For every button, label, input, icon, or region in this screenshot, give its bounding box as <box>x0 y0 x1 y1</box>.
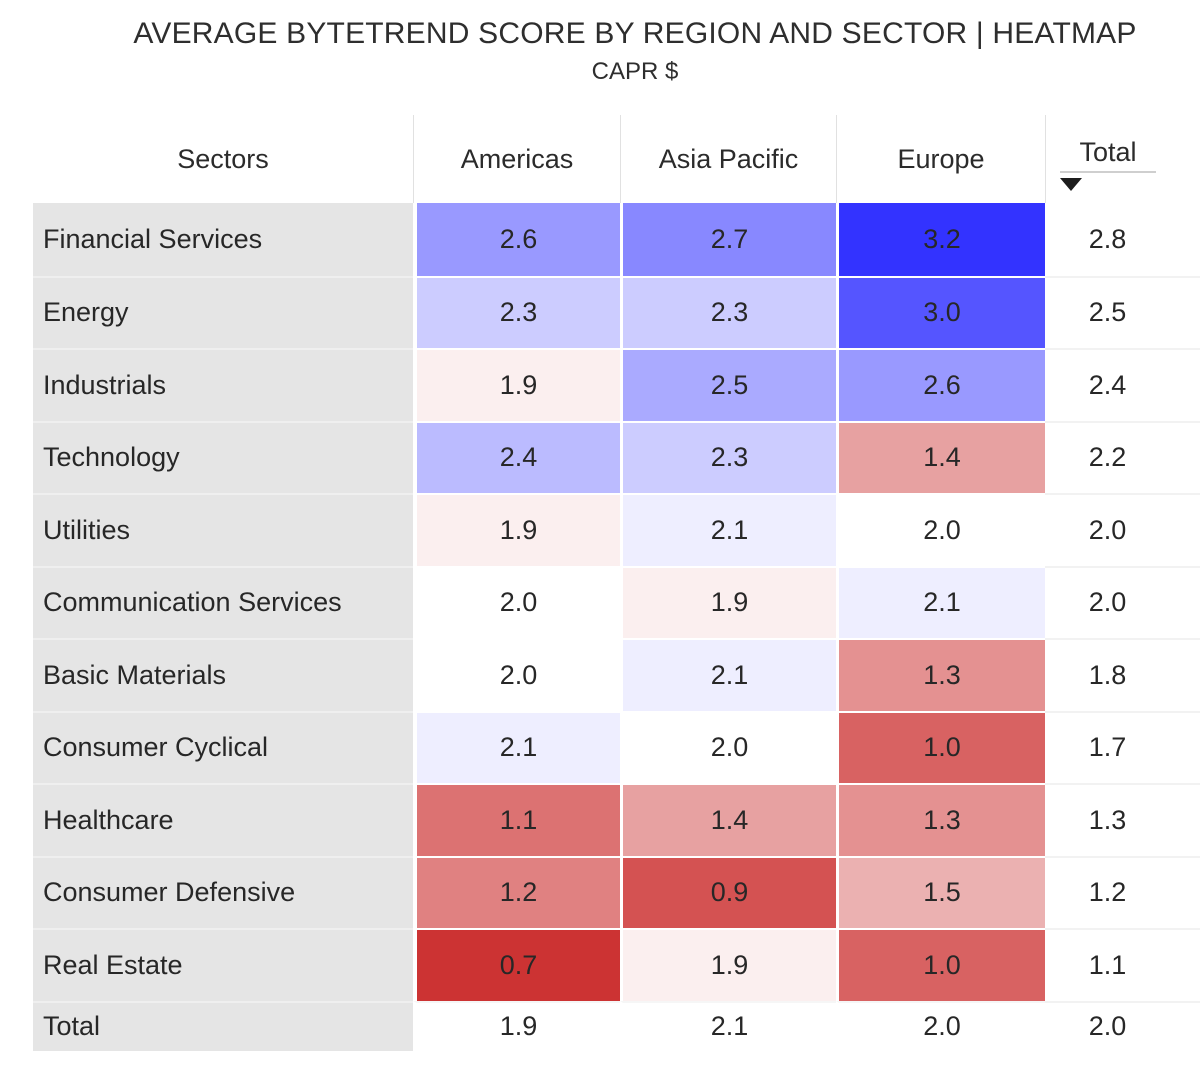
cell-europe-communication-services[interactable]: 2.1 <box>836 565 1045 638</box>
row-header-energy[interactable]: Energy <box>33 275 413 348</box>
row-header-consumer-defensive[interactable]: Consumer Defensive <box>33 855 413 928</box>
row-header-total[interactable]: Total <box>33 1000 413 1051</box>
cell-asia-pacific-technology[interactable]: 2.3 <box>620 420 836 493</box>
row-header-communication-services[interactable]: Communication Services <box>33 565 413 638</box>
row-header-healthcare[interactable]: Healthcare <box>33 783 413 856</box>
cell-asia-pacific-industrials[interactable]: 2.5 <box>620 348 836 421</box>
cell-europe-real-estate[interactable]: 1.0 <box>836 928 1045 1001</box>
row-header-financial-services[interactable]: Financial Services <box>33 203 413 276</box>
row-header-basic-materials[interactable]: Basic Materials <box>33 638 413 711</box>
chart-subtitle: CAPR $ <box>591 58 679 85</box>
chart-header: AVERAGE BYTETREND SCORE BY REGION AND SE… <box>0 0 1200 115</box>
cell-asia-pacific-communication-services[interactable]: 1.9 <box>620 565 836 638</box>
cell-grand-total[interactable]: 2.0 <box>1045 1000 1200 1051</box>
cell-total-basic-materials[interactable]: 1.8 <box>1045 638 1200 711</box>
row-header-utilities[interactable]: Utilities <box>33 493 413 566</box>
cell-americas-healthcare[interactable]: 1.1 <box>413 783 620 856</box>
heatmap-matrix: Sectors Americas Asia Pacific Europe Total Fi… <box>33 115 1200 1051</box>
column-header-total[interactable]: Total <box>1045 115 1200 203</box>
row-header-technology[interactable]: Technology <box>33 420 413 493</box>
cell-europe-technology[interactable]: 1.4 <box>836 420 1045 493</box>
cell-total-financial-services[interactable]: 2.8 <box>1045 203 1200 276</box>
cell-americas-utilities[interactable]: 1.9 <box>413 493 620 566</box>
cell-asia-pacific-total[interactable]: 2.1 <box>620 1000 836 1051</box>
cell-europe-consumer-defensive[interactable]: 1.5 <box>836 855 1045 928</box>
cell-europe-basic-materials[interactable]: 1.3 <box>836 638 1045 711</box>
cell-europe-energy[interactable]: 3.0 <box>836 275 1045 348</box>
cell-americas-basic-materials[interactable]: 2.0 <box>413 638 620 711</box>
cell-asia-pacific-consumer-defensive[interactable]: 0.9 <box>620 855 836 928</box>
cell-total-technology[interactable]: 2.2 <box>1045 420 1200 493</box>
total-header-inner: Total <box>1060 137 1156 191</box>
row-header-industrials[interactable]: Industrials <box>33 348 413 421</box>
row-header-real-estate[interactable]: Real Estate <box>33 928 413 1001</box>
cell-total-healthcare[interactable]: 1.3 <box>1045 783 1200 856</box>
column-header-sectors[interactable]: Sectors <box>177 143 269 174</box>
cell-americas-total[interactable]: 1.9 <box>413 1000 620 1051</box>
cell-americas-communication-services[interactable]: 2.0 <box>413 565 620 638</box>
cell-asia-pacific-real-estate[interactable]: 1.9 <box>620 928 836 1001</box>
row-header-consumer-cyclical[interactable]: Consumer Cyclical <box>33 710 413 783</box>
sort-column-underline <box>1060 171 1156 173</box>
cell-total-consumer-cyclical[interactable]: 1.7 <box>1045 710 1200 783</box>
cell-asia-pacific-energy[interactable]: 2.3 <box>620 275 836 348</box>
cell-asia-pacific-basic-materials[interactable]: 2.1 <box>620 638 836 711</box>
cell-europe-industrials[interactable]: 2.6 <box>836 348 1045 421</box>
cell-americas-real-estate[interactable]: 0.7 <box>413 928 620 1001</box>
column-header-asia-pacific[interactable]: Asia Pacific <box>620 115 836 203</box>
cell-americas-industrials[interactable]: 1.9 <box>413 348 620 421</box>
cell-europe-consumer-cyclical[interactable]: 1.0 <box>836 710 1045 783</box>
column-header-label: Total <box>1079 137 1137 167</box>
cell-americas-energy[interactable]: 2.3 <box>413 275 620 348</box>
cell-total-real-estate[interactable]: 1.1 <box>1045 928 1200 1001</box>
cell-americas-technology[interactable]: 2.4 <box>413 420 620 493</box>
cell-americas-consumer-defensive[interactable]: 1.2 <box>413 855 620 928</box>
chart-title: AVERAGE BYTETREND SCORE BY REGION AND SE… <box>133 17 1137 50</box>
cell-asia-pacific-financial-services[interactable]: 2.7 <box>620 203 836 276</box>
cell-total-utilities[interactable]: 2.0 <box>1045 493 1200 566</box>
cell-europe-financial-services[interactable]: 3.2 <box>836 203 1045 276</box>
cell-asia-pacific-consumer-cyclical[interactable]: 2.0 <box>620 710 836 783</box>
cell-total-energy[interactable]: 2.5 <box>1045 275 1200 348</box>
cell-total-communication-services[interactable]: 2.0 <box>1045 565 1200 638</box>
cell-asia-pacific-utilities[interactable]: 2.1 <box>620 493 836 566</box>
cell-americas-financial-services[interactable]: 2.6 <box>413 203 620 276</box>
column-header-europe[interactable]: Europe <box>836 115 1045 203</box>
cell-europe-total[interactable]: 2.0 <box>836 1000 1045 1051</box>
cell-total-consumer-defensive[interactable]: 1.2 <box>1045 855 1200 928</box>
column-header-americas[interactable]: Americas <box>413 115 620 203</box>
cell-europe-healthcare[interactable]: 1.3 <box>836 783 1045 856</box>
cell-asia-pacific-healthcare[interactable]: 1.4 <box>620 783 836 856</box>
sort-descending-icon <box>1060 178 1082 191</box>
cell-europe-utilities[interactable]: 2.0 <box>836 493 1045 566</box>
cell-total-industrials[interactable]: 2.4 <box>1045 348 1200 421</box>
cell-americas-consumer-cyclical[interactable]: 2.1 <box>413 710 620 783</box>
